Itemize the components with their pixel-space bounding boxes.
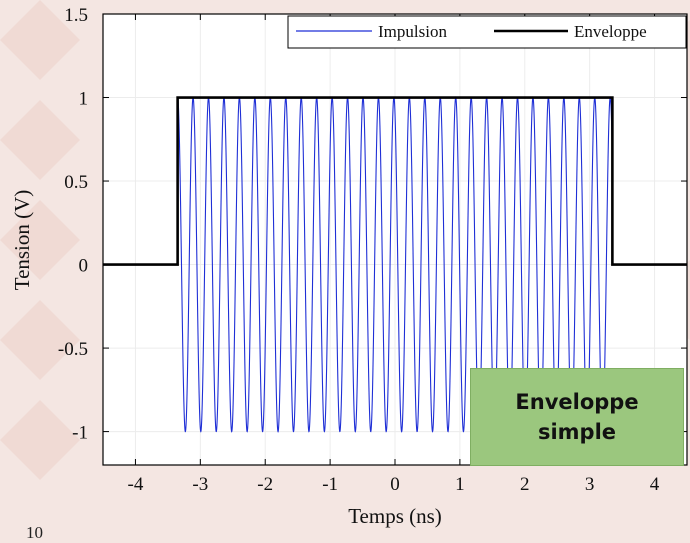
annotation-box: Enveloppe simple [470, 368, 684, 466]
x-tick-labels: -4 -3 -2 -1 0 1 2 3 4 [128, 474, 660, 495]
x-axis-title: Temps (ns) [348, 504, 442, 528]
legend-box [287, 15, 687, 49]
y-tick-label: -0.5 [58, 339, 88, 360]
annotation-text: Enveloppe simple [515, 389, 639, 444]
x-tick-label: 3 [585, 474, 595, 495]
y-tick-label: 1.5 [64, 5, 88, 26]
legend-label-impulsion: Impulsion [378, 22, 447, 41]
y-tick-label: 1 [79, 89, 89, 110]
legend-label-enveloppe: Enveloppe [574, 22, 647, 41]
x-tick-label: 0 [390, 474, 400, 495]
x-tick-label: -4 [128, 474, 144, 495]
x-tick-label: -1 [322, 474, 338, 495]
footer-text: 10 [26, 523, 43, 542]
y-tick-label: 0.5 [64, 172, 88, 193]
legend: Impulsion Enveloppe [287, 15, 687, 49]
x-tick-label: 1 [455, 474, 465, 495]
y-axis-title: Tension (V) [10, 190, 34, 291]
series-enveloppe [103, 96, 687, 266]
x-tick-label: 4 [650, 474, 660, 495]
y-tick-label: 0 [79, 256, 89, 277]
plot-frame [102, 13, 688, 466]
x-tick-label: -2 [257, 474, 273, 495]
x-tick-label: 2 [520, 474, 530, 495]
y-tick-label: -1 [72, 423, 88, 444]
x-tick-label: -3 [192, 474, 208, 495]
y-tick-labels: -1 -0.5 0 0.5 1 1.5 [58, 5, 88, 444]
